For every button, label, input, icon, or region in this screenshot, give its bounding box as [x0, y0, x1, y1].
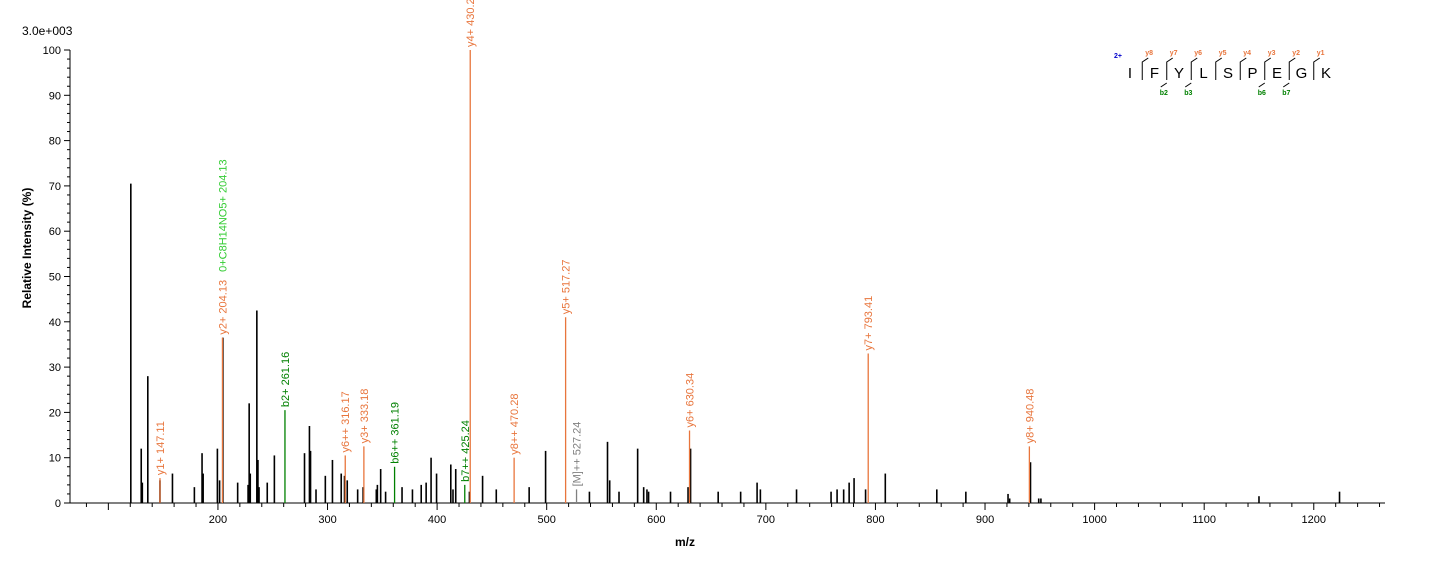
y-ion-bracket — [1264, 57, 1272, 80]
charge-state-label: 2+ — [1114, 53, 1122, 60]
sequence-residue: E — [1272, 65, 1282, 82]
peak-label: y6+ 630.34 — [685, 373, 697, 428]
peak-label: y8++ 470.28 — [509, 394, 521, 455]
y-tick-label: 20 — [49, 407, 61, 419]
sequence-residue: F — [1150, 65, 1159, 82]
b-ion-label: b7 — [1282, 90, 1290, 97]
x-tick-label: 1000 — [1082, 514, 1106, 526]
peak-label: y8+ 940.48 — [1024, 389, 1036, 444]
peak-label: b7++ 425.24 — [460, 420, 472, 482]
y-ion-label: y7 — [1170, 50, 1178, 57]
peak-label: 0+C8H14NO5+ 204.13 — [217, 159, 229, 272]
x-tick-label: 300 — [318, 514, 336, 526]
x-tick-label: 800 — [866, 514, 884, 526]
y-ion-bracket — [1141, 57, 1149, 80]
y-ion-bracket — [1313, 57, 1321, 80]
x-tick-label: 1200 — [1302, 514, 1326, 526]
b-ion-label: b6 — [1258, 90, 1266, 97]
peaks — [130, 183, 1341, 503]
y-tick-label: 60 — [49, 226, 61, 238]
y-ion-label: y3 — [1268, 50, 1276, 57]
y-tick-label: 30 — [49, 362, 61, 374]
y-ion-bracket — [1288, 57, 1296, 80]
axes: 0 10 20 30 40 50 60 70 80 90 100 200 300 400 500 600 700… — [43, 45, 1385, 526]
y-ion-bracket — [1190, 57, 1198, 80]
x-tick-label: 1100 — [1192, 514, 1216, 526]
peak-annotations: y1+ 147.11 y2+ 204.13 0+C8H14NO5+ 204.13 b2… — [155, 0, 1036, 503]
sequence-residue: P — [1247, 65, 1257, 82]
y-ion-label: y4 — [1243, 50, 1251, 57]
peak-label: y6++ 316.17 — [340, 391, 352, 452]
y-tick-label: 0 — [55, 498, 61, 510]
y-ion-label: y5 — [1219, 50, 1227, 57]
peak-label: y7+ 793.41 — [863, 296, 875, 351]
sequence-residue: K — [1321, 65, 1331, 82]
sequence-residue: L — [1199, 65, 1207, 82]
y-tick-label: 40 — [49, 317, 61, 329]
x-tick-label: 600 — [647, 514, 665, 526]
peak-label: y5+ 517.27 — [561, 260, 573, 315]
x-tick-label: 400 — [428, 514, 446, 526]
x-tick-label: 500 — [538, 514, 556, 526]
b-ion-bracket — [1282, 82, 1290, 88]
peak-label: y1+ 147.11 — [155, 421, 167, 475]
x-tick-label: 200 — [209, 514, 227, 526]
peak-label: y2+ 204.13 — [217, 280, 229, 335]
x-axis-title: m/z — [675, 535, 695, 549]
y-tick-label: 10 — [49, 453, 61, 465]
y-ion-label: y8 — [1145, 50, 1153, 57]
b-ion-label: b2 — [1160, 90, 1168, 97]
y-tick-label: 70 — [49, 181, 61, 193]
sequence-residue: G — [1296, 65, 1308, 82]
y-tick-label: 80 — [49, 136, 61, 148]
y-tick-label: 90 — [49, 90, 61, 102]
y-ion-label: y2 — [1292, 50, 1300, 57]
y-tick-label: 100 — [43, 45, 61, 57]
y-ion-label: y1 — [1317, 50, 1325, 57]
y-ion-label: y6 — [1194, 50, 1202, 57]
y-ion-bracket — [1166, 57, 1174, 80]
peak-label: b2+ 261.16 — [280, 352, 292, 407]
peak-label: b6++ 361.19 — [390, 402, 402, 464]
y-ion-bracket — [1239, 57, 1247, 80]
b-ion-bracket — [1160, 82, 1168, 88]
b-ion-label: b3 — [1184, 90, 1192, 97]
peak-label: [M]++ 527.24 — [572, 422, 584, 487]
intensity-scale-label: 3.0e+003 — [22, 24, 73, 38]
sequence-residue: I — [1128, 65, 1132, 82]
x-tick-label: 900 — [976, 514, 994, 526]
peak-label: y3+ 333.18 — [359, 389, 371, 444]
x-tick-label: 700 — [757, 514, 775, 526]
y-axis-title: Relative Intensity (%) — [20, 188, 34, 309]
peak-label: y4+ 430.23 — [465, 0, 477, 47]
b-ion-bracket — [1184, 82, 1192, 88]
peptide-sequence: 2+ I F Y L S P E G Ky8 y7 y6 y5 y4 y3 y2 y1 b2 b3 b6 b7 — [1114, 50, 1331, 97]
y-tick-label: 50 — [49, 272, 61, 284]
y-ion-bracket — [1215, 57, 1223, 80]
sequence-residue: S — [1223, 65, 1233, 82]
sequence-residue: Y — [1174, 65, 1184, 82]
b-ion-bracket — [1258, 82, 1266, 88]
